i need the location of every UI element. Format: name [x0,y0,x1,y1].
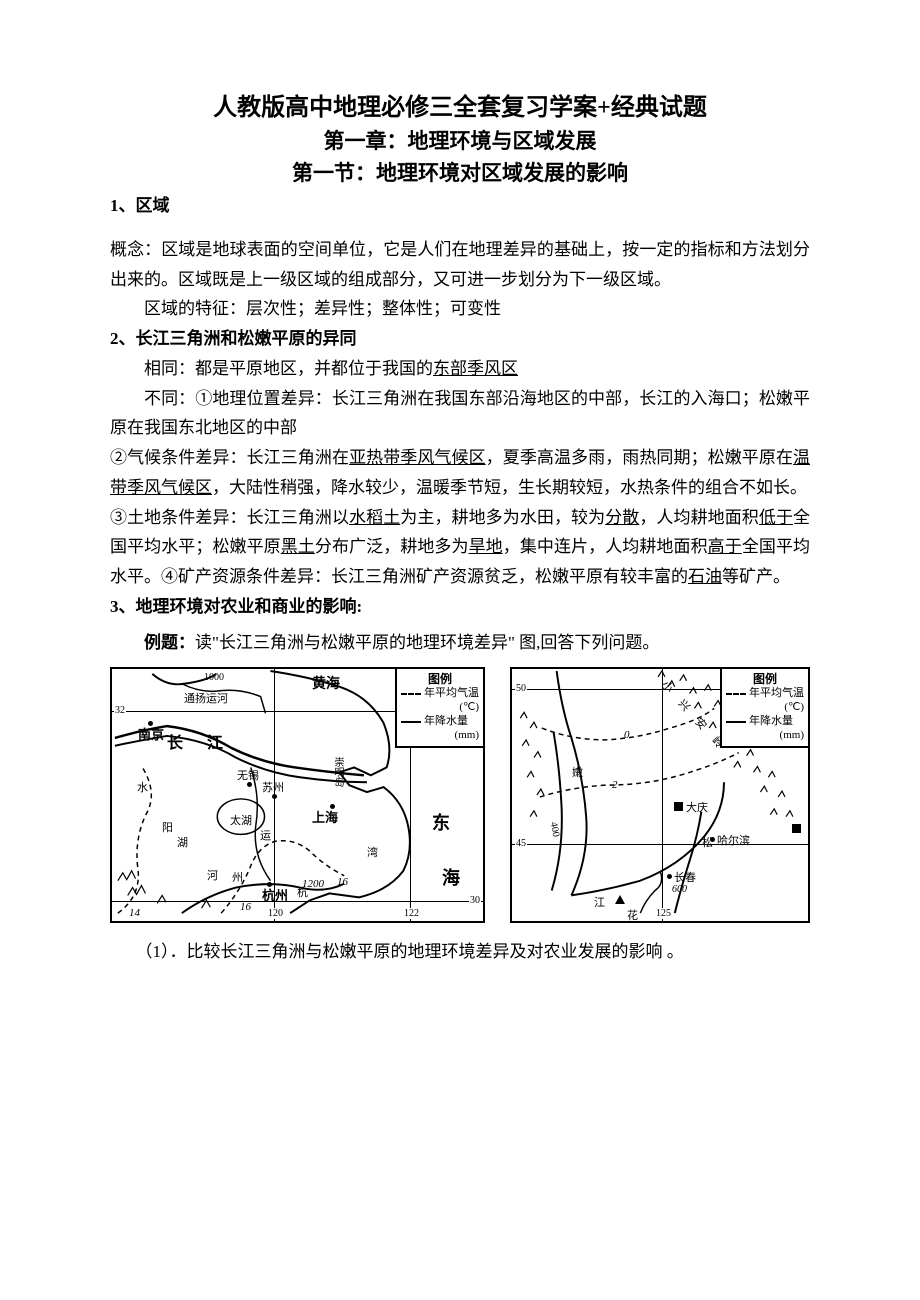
lat50-r: 50 [515,683,527,694]
s2-p3u1: 水稻土 [349,508,400,527]
map-songnen: 图例 年平均气温 (℃) 年降水量 (mm) 50 45 125 [510,667,810,923]
s2-p2b: ，夏季高温多雨，雨热同期；松嫩平原在 [486,448,793,467]
s3-example: 例题：读"长江三角洲与松嫩平原的地理环境差异" 图,回答下列问题。 [110,628,810,658]
s2-p3c: ，人均耕地面积 [639,508,759,527]
legend-temp-unit-l: (℃) [459,701,479,715]
example-label: 例题： [144,633,195,652]
lbl-canal: 通扬运河 [184,690,228,706]
lbl-hangzhou: 杭州 [262,885,288,904]
s2-same-pre: 相同：都是平原地区，并都位于我国的 [144,359,433,378]
legend-temp-r: 年平均气温 [749,687,804,701]
lbl-wuxi: 无锡 [237,767,259,783]
doc-title: 人教版高中地理必修三全套复习学案+经典试题 [110,90,810,126]
lbl-changjiang: 长 江 [167,729,233,753]
map-yangtze: 图例 年平均气温 (℃) 年降水量 (mm) 32 30 120 122 [110,667,485,923]
s2-p3e: 分布广泛，耕地多为 [315,537,469,556]
lbl-nun: 嫩 [572,764,583,780]
s1-heading: 1、区域 [110,191,810,221]
s2-diff2: ②气候条件差异：长江三角洲在亚热带季风气候区，夏季高温多雨，雨热同期；松嫩平原在… [110,443,810,503]
lbl-nanjing: 南京 [138,724,164,743]
legend-title-l: 图例 [401,672,479,687]
s2-diff3: ③土地条件差异：长江三角洲以水稻土为主，耕地多为水田，较为分散，人均耕地面积低于… [110,503,810,592]
lbl-taihu: 太湖 [230,812,252,828]
s2-p3u4: 黑土 [281,537,315,556]
lbl-harbin: 哈尔滨 [717,832,750,848]
s2-p3u2: 分散 [605,508,639,527]
s2-p2c: ，大陆性稍强，降水较少，温暖季节短，生长期较短，水热条件的组合不如长。 [212,478,807,497]
lat32: 32 [114,705,126,716]
s3-heading: 3、地理环境对农业和商业的影响: [110,592,810,622]
lbl-suzhou: 苏州 [262,779,284,795]
example-text: 读"长江三角洲与松嫩平原的地理环境差异" 图,回答下列问题。 [195,633,659,652]
legend-rain-r: 年降水量 [749,715,793,729]
s2-same: 相同：都是平原地区，并都位于我国的东部季风区 [110,354,810,384]
doc-section: 第一节：地理环境对区域发展的影响 [110,158,810,190]
legend-rain-unit-l: (mm) [455,729,479,743]
lat45-r: 45 [515,838,527,849]
s2-p3b: 为主，耕地多为水田，较为 [400,508,605,527]
lbl-16b: 16 [337,876,348,888]
lbl-donghai2: 海 [442,864,460,890]
lbl-hua: 花 [627,907,638,923]
lbl-16a: 16 [240,901,251,913]
lbl-val2: 2 [612,779,618,791]
s2-p3u5: 旱地 [469,537,503,556]
s2-diff1: 不同：①地理位置差异：长江三角洲在我国东部沿海地区的中部，长江的入海口；松嫩平原… [110,384,810,444]
lbl-huanghai: 黄海 [312,673,340,693]
map-container: 图例 年平均气温 (℃) 年降水量 (mm) 32 30 120 122 [110,667,810,923]
lbl-1200: 1200 [302,878,324,890]
s2-p3u3: 低于 [759,508,793,527]
legend-rain-l: 年降水量 [424,715,468,729]
lbl-changchun: 长春 [674,869,696,885]
lbl-14: 14 [129,907,140,919]
legend-temp-unit-r: (℃) [784,701,804,715]
legend-rain-unit-r: (mm) [780,729,804,743]
s1-p1: 概念：区域是地球表面的空间单位，它是人们在地理差异的基础上，按一定的指标和方法划… [110,235,810,295]
lbl-shanghai: 上海 [312,807,338,826]
legend-temp-l: 年平均气温 [424,687,479,701]
s2-p2a: ②气候条件差异：长江三角洲在 [110,448,349,467]
lon120: 120 [267,908,284,919]
lbl-zhou: 州 [232,869,243,885]
doc-chapter: 第一章：地理环境与区域发展 [110,126,810,158]
lon122: 122 [403,908,420,919]
s2-p3h: 等矿产。 [722,567,790,586]
lbl-daqing: 大庆 [686,799,708,815]
legend-left: 图例 年平均气温 (℃) 年降水量 (mm) [395,669,483,748]
s2-heading: 2、长江三角洲和松嫩平原的异同 [110,324,810,354]
s2-p3u7: 石油 [688,567,722,586]
legend-right: 图例 年平均气温 (℃) 年降水量 (mm) [720,669,808,748]
question-1: （1）．比较长江三角洲与松嫩平原的地理环境差异及对农业发展的影响 。 [110,937,810,967]
sq-daqing [674,802,683,811]
lbl-yang: 阳 [162,819,173,835]
lbl-jiang: 江 [594,894,605,910]
lbl-600: 600 [672,884,687,895]
s2-p3u6: 高于 [708,537,742,556]
legend-title-r: 图例 [726,672,804,687]
lbl-1000: 1000 [204,672,224,683]
lbl-he: 河 [207,867,218,883]
lbl-yun: 运 [260,827,271,843]
s1-p2: 区域的特征：层次性；差异性；整体性；可变性 [110,294,810,324]
s2-same-u: 东部季风区 [433,359,518,378]
lbl-val0: 0 [624,729,630,741]
s2-p2u1: 亚热带季风气候区 [349,448,486,467]
lbl-wan: 湾 [367,844,378,860]
s2-p3f: ，集中连片，人均耕地面积 [503,537,708,556]
tri-marker [615,895,625,904]
lbl-chong: 崇明岛 [330,757,345,787]
lbl-shui: 水 [137,779,148,795]
lbl-400: 400 [548,821,561,838]
s2-p3a: ③土地条件差异：长江三角洲以 [110,508,349,527]
lbl-donghai: 东 [432,809,450,835]
lon125-r: 125 [655,908,672,919]
lat30: 30 [469,895,481,906]
sq-unknown [792,824,801,833]
lbl-hu2: 湖 [177,834,188,850]
